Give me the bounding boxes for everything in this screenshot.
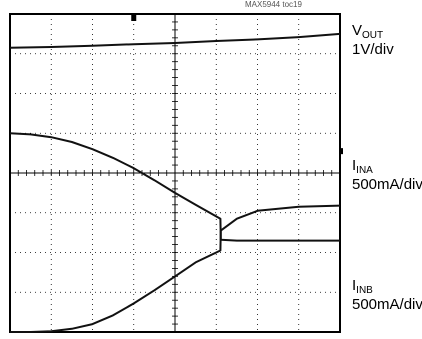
trace-iinb: [10, 204, 341, 333]
channel-symbol: V: [352, 22, 363, 39]
channel-subscript: INA: [356, 165, 373, 176]
figure-id-label: MAX5944 toc19: [245, 0, 302, 9]
channel-symbol: I: [352, 277, 357, 294]
trigger-position-marker: [131, 13, 137, 21]
scope-grid: [10, 14, 340, 332]
channel-label-vout: VOUT 1V/div: [352, 22, 394, 58]
channel-subscript: OUT: [362, 30, 384, 41]
channel-scale: 500mA/div: [352, 296, 422, 313]
channel-label-iinb: IINB 500mA/div: [352, 277, 422, 313]
channel-scale: 500mA/div: [352, 176, 422, 193]
channel-subscript: INB: [356, 285, 373, 296]
ground-reference-marker: [339, 148, 343, 155]
channel-symbol: I: [352, 157, 357, 174]
trace-layer: [9, 32, 341, 333]
channel-scale: 1V/div: [352, 41, 394, 58]
trace-iina: [9, 132, 340, 242]
marker-layer: [131, 13, 343, 155]
trace-vout: [9, 32, 341, 49]
channel-label-iina: IINA 500mA/div: [352, 157, 422, 193]
